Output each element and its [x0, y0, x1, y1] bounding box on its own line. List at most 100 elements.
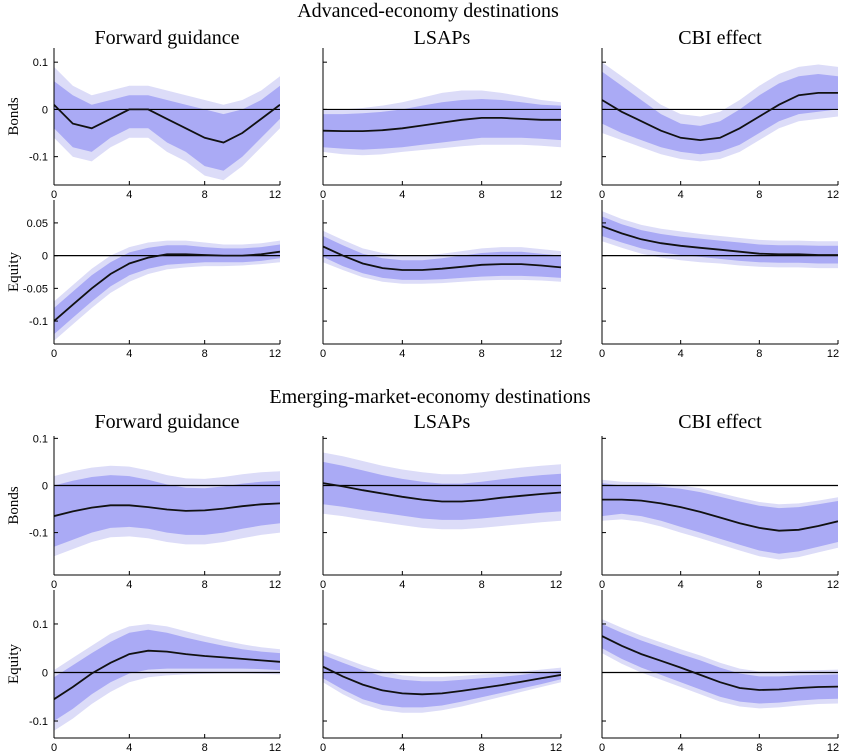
median-response-line: [602, 635, 838, 691]
y-axis-label: Equity: [6, 644, 22, 684]
x-tick-label: 8: [756, 348, 762, 360]
x-tick-label: 12: [550, 189, 562, 201]
median-response-line: [602, 92, 838, 142]
y-tick-label: 0: [42, 251, 48, 263]
panel-title: CBI effect: [678, 411, 762, 433]
x-tick-label: 12: [269, 742, 281, 754]
panel-title: LSAPs: [414, 411, 471, 433]
x-tick-label: 4: [678, 189, 684, 201]
y-axis-label: Equity: [6, 252, 22, 292]
median-response-line: [54, 502, 280, 517]
x-tick-label: 0: [51, 348, 57, 360]
median-response-line: [54, 649, 280, 700]
y-tick-label: -0.1: [29, 316, 48, 328]
y-tick-label: 0.05: [27, 218, 48, 230]
panel-2: 0 4 8 12 LSAPs: [320, 27, 562, 201]
x-tick-label: 8: [479, 742, 485, 754]
x-tick-label: 4: [678, 348, 684, 360]
x-tick-label: 0: [51, 579, 57, 591]
x-tick-label: 4: [399, 189, 405, 201]
x-tick-label: 8: [202, 348, 208, 360]
y-axis-label: Bonds: [6, 486, 22, 525]
median-response-line: [602, 225, 838, 256]
x-tick-label: 0: [320, 348, 326, 360]
panel-7: 0 4 8 12 -0.1 0 0.1 Forward guidance Bonds: [6, 411, 281, 591]
x-tick-label: 4: [399, 348, 405, 360]
panel-title: Forward guidance: [95, 411, 240, 433]
y-tick-label: 0: [42, 667, 48, 679]
inner-confidence-band: [602, 483, 838, 554]
section-title-advanced: Advanced-economy destinations: [297, 0, 559, 22]
y-tick-label: 0.1: [33, 57, 48, 69]
x-tick-label: 12: [269, 348, 281, 360]
panel-6: 0 4 8 12: [599, 200, 839, 360]
inner-confidence-band: [54, 244, 280, 335]
x-tick-label: 0: [320, 579, 326, 591]
panel-1: 0 4 8 12 -0.1 0 0.1 Forward guidance Bonds: [6, 27, 281, 201]
panel-11: 0 4 8 12: [320, 590, 562, 754]
x-tick-label: 8: [202, 189, 208, 201]
median-response-line: [602, 498, 838, 532]
x-tick-label: 4: [399, 579, 405, 591]
x-tick-label: 8: [479, 189, 485, 201]
section-title-emerging: Emerging-market-economy destinations: [269, 386, 590, 408]
x-tick-label: 4: [399, 742, 405, 754]
panel-8: 0 4 8 12 LSAPs: [320, 411, 562, 591]
x-tick-label: 8: [479, 348, 485, 360]
x-tick-label: 8: [756, 189, 762, 201]
median-response-line: [323, 245, 561, 271]
panel-12: 0 4 8 12: [599, 590, 839, 754]
x-tick-label: 8: [479, 579, 485, 591]
x-tick-label: 12: [269, 189, 281, 201]
y-tick-label: 0: [42, 104, 48, 116]
panel-title: CBI effect: [678, 27, 762, 49]
median-response-line: [323, 117, 561, 133]
inner-confidence-band: [323, 461, 561, 520]
y-tick-label: 0: [42, 480, 48, 492]
x-tick-label: 4: [126, 742, 132, 754]
x-tick-label: 12: [827, 579, 839, 591]
x-tick-label: 0: [320, 742, 326, 754]
x-tick-label: 12: [550, 742, 562, 754]
x-tick-label: 12: [827, 348, 839, 360]
panel-9: 0 4 8 12 CBI effect: [599, 411, 839, 591]
median-response-line: [323, 482, 561, 503]
x-tick-label: 8: [756, 742, 762, 754]
median-response-line: [54, 250, 280, 322]
x-tick-label: 0: [599, 189, 605, 201]
inner-confidence-band: [323, 99, 561, 150]
x-tick-label: 4: [678, 742, 684, 754]
y-tick-label: 0.1: [33, 433, 48, 445]
panel-3: 0 4 8 12 CBI effect: [599, 27, 839, 201]
x-tick-label: 12: [550, 579, 562, 591]
y-tick-label: -0.05: [23, 283, 48, 295]
panel-4: 0 4 8 12 -0.1 -0.05 0 0.05 Equity: [6, 200, 281, 360]
x-tick-label: 4: [126, 189, 132, 201]
panels: 0 4 8 12 -0.1 0 0.1 Forward guidance Bonds 0 4 8 12 L…: [6, 27, 839, 754]
x-tick-label: 0: [599, 742, 605, 754]
inner-confidence-band: [602, 624, 838, 704]
median-response-line: [54, 103, 280, 144]
x-tick-label: 0: [51, 742, 57, 754]
x-tick-label: 8: [756, 579, 762, 591]
x-tick-label: 12: [550, 348, 562, 360]
x-tick-label: 8: [202, 742, 208, 754]
median-response-line: [323, 665, 561, 696]
panel-title: Forward guidance: [95, 27, 240, 49]
x-tick-label: 0: [599, 579, 605, 591]
y-tick-label: -0.1: [29, 528, 48, 540]
panel-10: 0 4 8 12 -0.1 0 0.1 Equity: [6, 590, 281, 754]
x-tick-label: 12: [269, 579, 281, 591]
inner-confidence-band: [54, 81, 280, 171]
inner-confidence-band: [54, 475, 280, 547]
inner-confidence-band: [602, 71, 838, 155]
x-tick-label: 4: [678, 579, 684, 591]
x-tick-label: 12: [827, 189, 839, 201]
y-tick-label: 0.1: [33, 619, 48, 631]
y-tick-label: -0.1: [29, 152, 48, 164]
inner-confidence-band: [323, 655, 561, 708]
x-tick-label: 0: [51, 189, 57, 201]
y-axis-label: Bonds: [6, 97, 22, 136]
x-tick-label: 0: [320, 189, 326, 201]
